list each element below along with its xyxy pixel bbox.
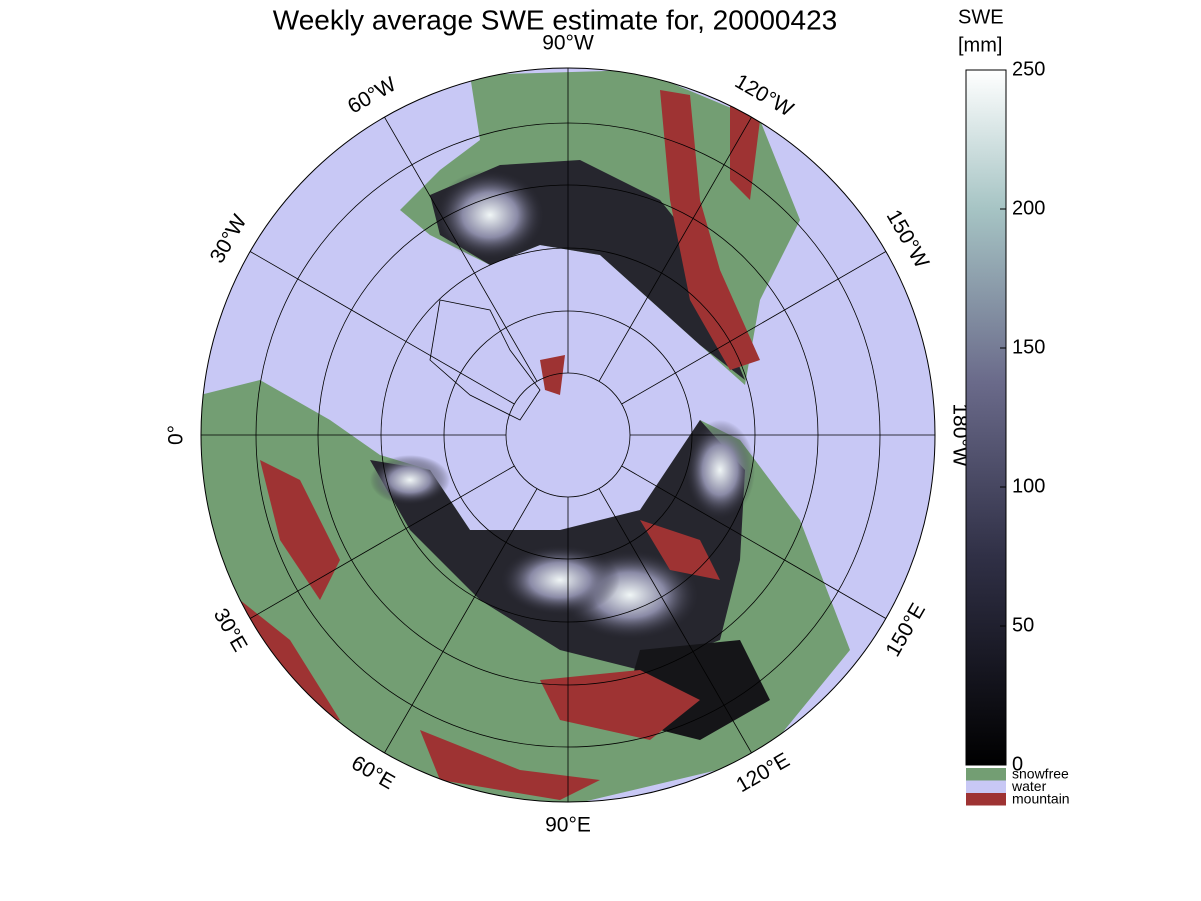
mountain (640, 520, 720, 580)
colorbar-title: SWE (958, 6, 1004, 28)
mountains (240, 90, 760, 800)
colorbar (965, 69, 1007, 766)
longitude-label: 60°W (344, 73, 400, 119)
tick-label: 150 (1012, 336, 1045, 358)
graticule (201, 68, 935, 802)
legend-swatch (966, 780, 1006, 793)
legend-label: snowfree (1012, 766, 1069, 782)
tick-label: 250 (1012, 58, 1045, 80)
longitude-label: 90°E (545, 814, 591, 837)
mountain (420, 730, 600, 800)
snow-peak (435, 170, 545, 260)
legend-label: mountain (1012, 791, 1070, 807)
snow-peak (500, 545, 620, 615)
map-body (201, 68, 935, 802)
meridian (384, 116, 538, 382)
tick-label: 50 (1012, 614, 1034, 636)
tick-label: 0 (1012, 753, 1023, 775)
meridian (249, 251, 515, 405)
meridian (621, 251, 887, 405)
mountain (660, 90, 760, 370)
map-border (200, 67, 936, 803)
title: Weekly average SWE estimate for, 2000042… (273, 4, 837, 35)
legend-label: water (1011, 778, 1047, 794)
longitude-label: 60°E (347, 751, 398, 794)
longitude-label: 30°W (206, 211, 252, 267)
colorbar-title: [mm] (958, 34, 1002, 56)
meridian (621, 465, 887, 619)
mountain (540, 670, 700, 740)
mountain (730, 100, 760, 200)
longitude-label: 30°E (209, 604, 252, 655)
meridian (598, 488, 752, 754)
snow-peak (370, 455, 450, 505)
longitude-label: 90°W (542, 32, 594, 55)
mountain (240, 600, 340, 720)
meridian (384, 488, 538, 754)
meridian (249, 465, 515, 619)
longitude-label: 0° (165, 425, 188, 445)
greenland (429, 299, 541, 421)
legend-swatch (966, 768, 1006, 781)
colorbar-ticks: 0 50 100 150 200 250 (1000, 58, 1045, 775)
tick-label: 100 (1012, 475, 1045, 497)
meridian (598, 116, 752, 382)
legend-swatch (966, 793, 1006, 806)
tick-label: 200 (1012, 197, 1045, 219)
snow-peak (685, 420, 755, 520)
mountain (260, 460, 340, 600)
